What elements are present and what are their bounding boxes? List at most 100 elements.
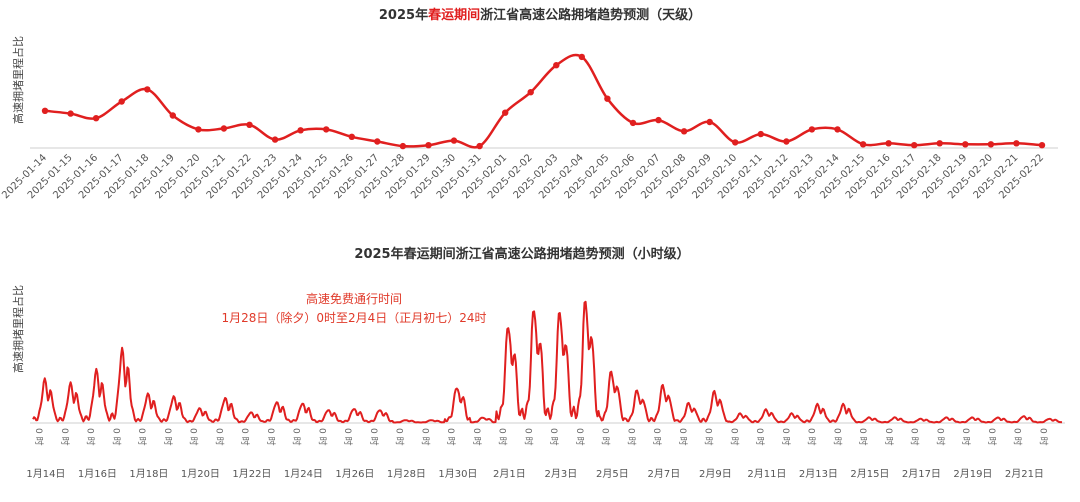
hourly-hour-tick-label: 0 时 bbox=[188, 428, 200, 446]
hourly-hour-tick-label: 0 时 bbox=[213, 428, 225, 446]
daily-data-point bbox=[962, 141, 969, 148]
hourly-day-tick-label: 1月28日 bbox=[387, 468, 426, 480]
daily-data-point bbox=[41, 107, 49, 115]
hourly-hour-tick-label: 0 时 bbox=[368, 428, 380, 446]
daily-data-point bbox=[629, 119, 637, 127]
daily-chart: 2025年春运期间浙江省高速公路拥堵趋势预测（天级） 高速拥堵里程占比 2025… bbox=[0, 7, 1058, 201]
hourly-hour-tick-label: 0 时 bbox=[316, 428, 328, 446]
hourly-series-line bbox=[32, 300, 1063, 424]
daily-data-point bbox=[67, 110, 74, 117]
hourly-day-tick-label: 1月24日 bbox=[284, 468, 323, 480]
hourly-hour-tick-label: 0 时 bbox=[522, 428, 534, 446]
hourly-hour-tick-label: 0 时 bbox=[754, 428, 766, 446]
daily-data-point bbox=[604, 95, 611, 102]
hourly-hour-tick-label: 0 时 bbox=[497, 428, 509, 446]
hourly-day-tick-labels: 1月14日 1月16日 1月18日 1月20日 1月22日 1月24日 1月26日 1月28日… bbox=[26, 468, 1044, 480]
daily-data-point bbox=[1013, 140, 1020, 147]
hourly-hour-tick-label: 0 时 bbox=[471, 428, 483, 446]
hourly-day-tick-label: 2月21日 bbox=[1005, 468, 1044, 480]
daily-data-point bbox=[578, 53, 585, 61]
hourly-hour-tick-label: 0 时 bbox=[239, 428, 251, 446]
hourly-hour-tick-label: 0 时 bbox=[33, 428, 45, 446]
daily-data-point bbox=[502, 109, 509, 116]
hourly-day-tick-label: 2月19日 bbox=[953, 468, 992, 480]
hourly-hour-tick-label: 0 时 bbox=[136, 428, 148, 446]
daily-chart-title: 2025年春运期间浙江省高速公路拥堵趋势预测（天级） bbox=[379, 7, 701, 23]
hourly-day-tick-label: 2月9日 bbox=[699, 468, 732, 480]
daily-data-point bbox=[271, 136, 279, 143]
daily-data-point bbox=[680, 128, 688, 135]
daily-data-point bbox=[553, 61, 560, 69]
hourly-hour-tick-label: 0 时 bbox=[780, 428, 792, 446]
hourly-hour-tick-label: 0 时 bbox=[728, 428, 740, 446]
hourly-hour-tick-label: 0 时 bbox=[574, 428, 586, 446]
daily-data-point bbox=[450, 137, 458, 144]
hourly-hour-tick-label: 0 时 bbox=[110, 428, 122, 446]
hourly-hour-tick-label: 0 时 bbox=[703, 428, 715, 446]
daily-data-point bbox=[527, 89, 534, 96]
daily-data-point bbox=[92, 115, 100, 122]
hourly-day-tick-label: 2月7日 bbox=[648, 468, 681, 480]
hourly-day-tick-label: 2月17日 bbox=[902, 468, 941, 480]
hourly-y-axis-label: 高速拥堵里程占比 bbox=[11, 285, 25, 373]
hourly-day-tick-label: 1月30日 bbox=[438, 468, 477, 480]
hourly-hour-tick-label: 0 时 bbox=[445, 428, 457, 446]
daily-data-point bbox=[655, 116, 662, 124]
free-toll-annotation-line2: 1月28日（除夕）0时至2月4日（正月初七）24时 bbox=[221, 310, 486, 325]
hourly-hour-tick-label: 0 时 bbox=[677, 428, 689, 446]
hourly-hour-tick-label: 0 时 bbox=[883, 428, 895, 446]
hourly-hour-tick-label: 0 时 bbox=[909, 428, 921, 446]
daily-data-point bbox=[476, 142, 483, 150]
hourly-hour-tick-label: 0 时 bbox=[59, 428, 71, 446]
daily-data-point bbox=[859, 141, 867, 148]
hourly-day-tick-label: 1月22日 bbox=[232, 468, 271, 480]
daily-data-point bbox=[118, 98, 125, 105]
hourly-hour-tick-label: 0 时 bbox=[600, 428, 612, 446]
daily-data-point bbox=[1038, 142, 1046, 149]
daily-data-point bbox=[374, 138, 381, 145]
hourly-day-tick-label: 2月15日 bbox=[850, 468, 889, 480]
hourly-day-tick-label: 1月26日 bbox=[335, 468, 374, 480]
hourly-hour-tick-label: 0 时 bbox=[651, 428, 663, 446]
daily-data-point bbox=[144, 86, 151, 93]
hourly-hour-tick-label: 0 时 bbox=[291, 428, 303, 446]
daily-data-point bbox=[706, 118, 713, 126]
daily-data-point bbox=[297, 127, 304, 134]
hourly-hour-tick-label: 0 时 bbox=[986, 428, 998, 446]
hourly-hour-tick-label: 0 时 bbox=[342, 428, 354, 446]
free-toll-annotation-line1: 高速免费通行时间 bbox=[306, 291, 402, 306]
hourly-hour-tick-label: 0 时 bbox=[85, 428, 97, 446]
daily-series-points bbox=[41, 53, 1046, 150]
daily-series-line bbox=[44, 53, 1043, 149]
hourly-day-tick-label: 1月20日 bbox=[181, 468, 220, 480]
daily-data-point bbox=[323, 126, 330, 133]
hourly-hour-tick-label: 0 时 bbox=[857, 428, 869, 446]
hourly-hour-tick-label: 0 时 bbox=[625, 428, 637, 446]
daily-data-point bbox=[783, 138, 790, 145]
hourly-hour-tick-labels: 0 时 0 时 0 时 0 时 0 时 0 时 0 时 0 时 0 时 0 时 0 时 0 时 0 时 0… bbox=[33, 428, 1049, 446]
daily-data-point bbox=[169, 112, 176, 119]
hourly-hour-tick-label: 0 时 bbox=[960, 428, 972, 446]
hourly-hour-tick-label: 0 时 bbox=[1012, 428, 1024, 446]
hourly-hour-tick-label: 0 时 bbox=[548, 428, 560, 446]
daily-data-point bbox=[987, 141, 995, 148]
hourly-hour-tick-label: 0 时 bbox=[419, 428, 431, 446]
daily-data-point bbox=[911, 142, 918, 149]
hourly-hour-tick-label: 0 时 bbox=[806, 428, 818, 446]
daily-data-point bbox=[399, 142, 407, 150]
daily-data-point bbox=[348, 133, 355, 140]
hourly-hour-tick-label: 0 时 bbox=[831, 428, 843, 446]
daily-data-point bbox=[885, 140, 892, 147]
daily-data-point bbox=[246, 121, 253, 128]
hourly-day-tick-label: 2月11日 bbox=[747, 468, 786, 480]
hourly-day-tick-label: 2月1日 bbox=[493, 468, 526, 480]
hourly-hour-tick-label: 0 时 bbox=[162, 428, 174, 446]
hourly-hour-tick-label: 0 时 bbox=[1037, 428, 1049, 446]
daily-data-point bbox=[220, 125, 228, 132]
hourly-hour-tick-label: 0 时 bbox=[394, 428, 406, 446]
daily-data-point bbox=[936, 140, 943, 147]
daily-data-point bbox=[757, 130, 764, 138]
hourly-day-tick-label: 1月16日 bbox=[78, 468, 117, 480]
hourly-day-tick-label: 1月18日 bbox=[129, 468, 168, 480]
